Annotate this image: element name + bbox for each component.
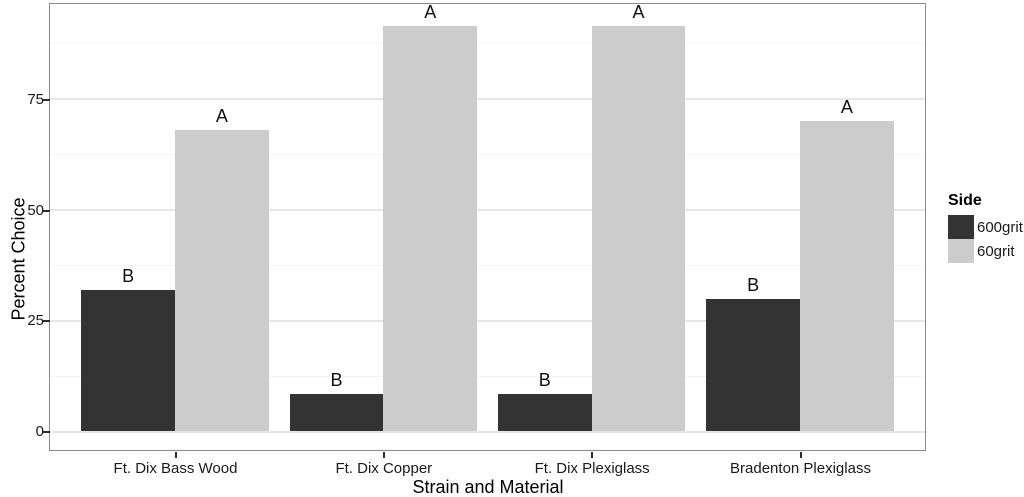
x-tick-mark bbox=[591, 452, 594, 458]
bar-600grit bbox=[497, 393, 592, 432]
legend-key-row: 600grit bbox=[948, 215, 1023, 239]
bar-label: A bbox=[424, 2, 437, 23]
y-tick-label: 75 bbox=[27, 90, 44, 108]
x-tick-label: Ft. Dix Copper bbox=[335, 460, 433, 477]
gridline-major bbox=[50, 98, 925, 101]
y-tick-label: 25 bbox=[27, 312, 44, 330]
legend-swatch-60grit bbox=[948, 239, 974, 263]
bar-60grit bbox=[383, 26, 478, 432]
x-tick-label: Bradenton Plexiglass bbox=[730, 460, 871, 477]
legend-swatch-600grit bbox=[948, 215, 974, 239]
legend-key-row: 60grit bbox=[948, 239, 1023, 263]
x-tick-label: Ft. Dix Plexiglass bbox=[534, 460, 650, 477]
legend-key-label: 600grit bbox=[977, 218, 1023, 236]
bar-label: A bbox=[215, 106, 228, 127]
bar-label: A bbox=[840, 97, 853, 118]
gridline-minor bbox=[50, 154, 925, 156]
y-tick-mark bbox=[43, 209, 50, 212]
bar-label: B bbox=[122, 265, 135, 286]
bar-60grit bbox=[175, 130, 269, 432]
gridline-minor bbox=[50, 43, 925, 45]
legend-keys: 600grit 60grit bbox=[948, 215, 1023, 263]
y-tick-label: 50 bbox=[27, 201, 44, 219]
y-tick-label: 0 bbox=[35, 423, 44, 440]
bar-600grit bbox=[706, 298, 800, 432]
legend: Side 600grit 60grit bbox=[948, 192, 1023, 263]
bar-600grit bbox=[289, 393, 384, 432]
y-tick-mark bbox=[43, 320, 50, 323]
plot-panel: B A B A B A B A bbox=[49, 2, 926, 451]
x-tick-label: Ft. Dix Bass Wood bbox=[113, 460, 238, 477]
bar-60grit bbox=[591, 26, 686, 432]
gridline-minor bbox=[50, 375, 925, 377]
bar-label: A bbox=[632, 2, 645, 23]
gridline-major bbox=[50, 319, 925, 322]
legend-key-label: 60grit bbox=[977, 242, 1015, 260]
x-axis-title: Strain and Material bbox=[412, 477, 564, 497]
gridline-minor bbox=[50, 264, 925, 266]
legend-title: Side bbox=[948, 192, 982, 209]
gridline-major bbox=[50, 430, 925, 433]
bar-label: B bbox=[747, 274, 760, 295]
gridline-major bbox=[50, 209, 925, 211]
y-tick-mark bbox=[43, 431, 50, 433]
bar-60grit bbox=[800, 121, 894, 432]
x-tick-mark bbox=[174, 452, 177, 458]
bar-label: B bbox=[330, 369, 343, 390]
bar-label: B bbox=[538, 369, 551, 390]
x-tick-mark bbox=[799, 452, 802, 458]
bar-600grit bbox=[81, 289, 175, 432]
x-tick-mark bbox=[382, 452, 385, 458]
y-tick-mark bbox=[43, 98, 50, 101]
